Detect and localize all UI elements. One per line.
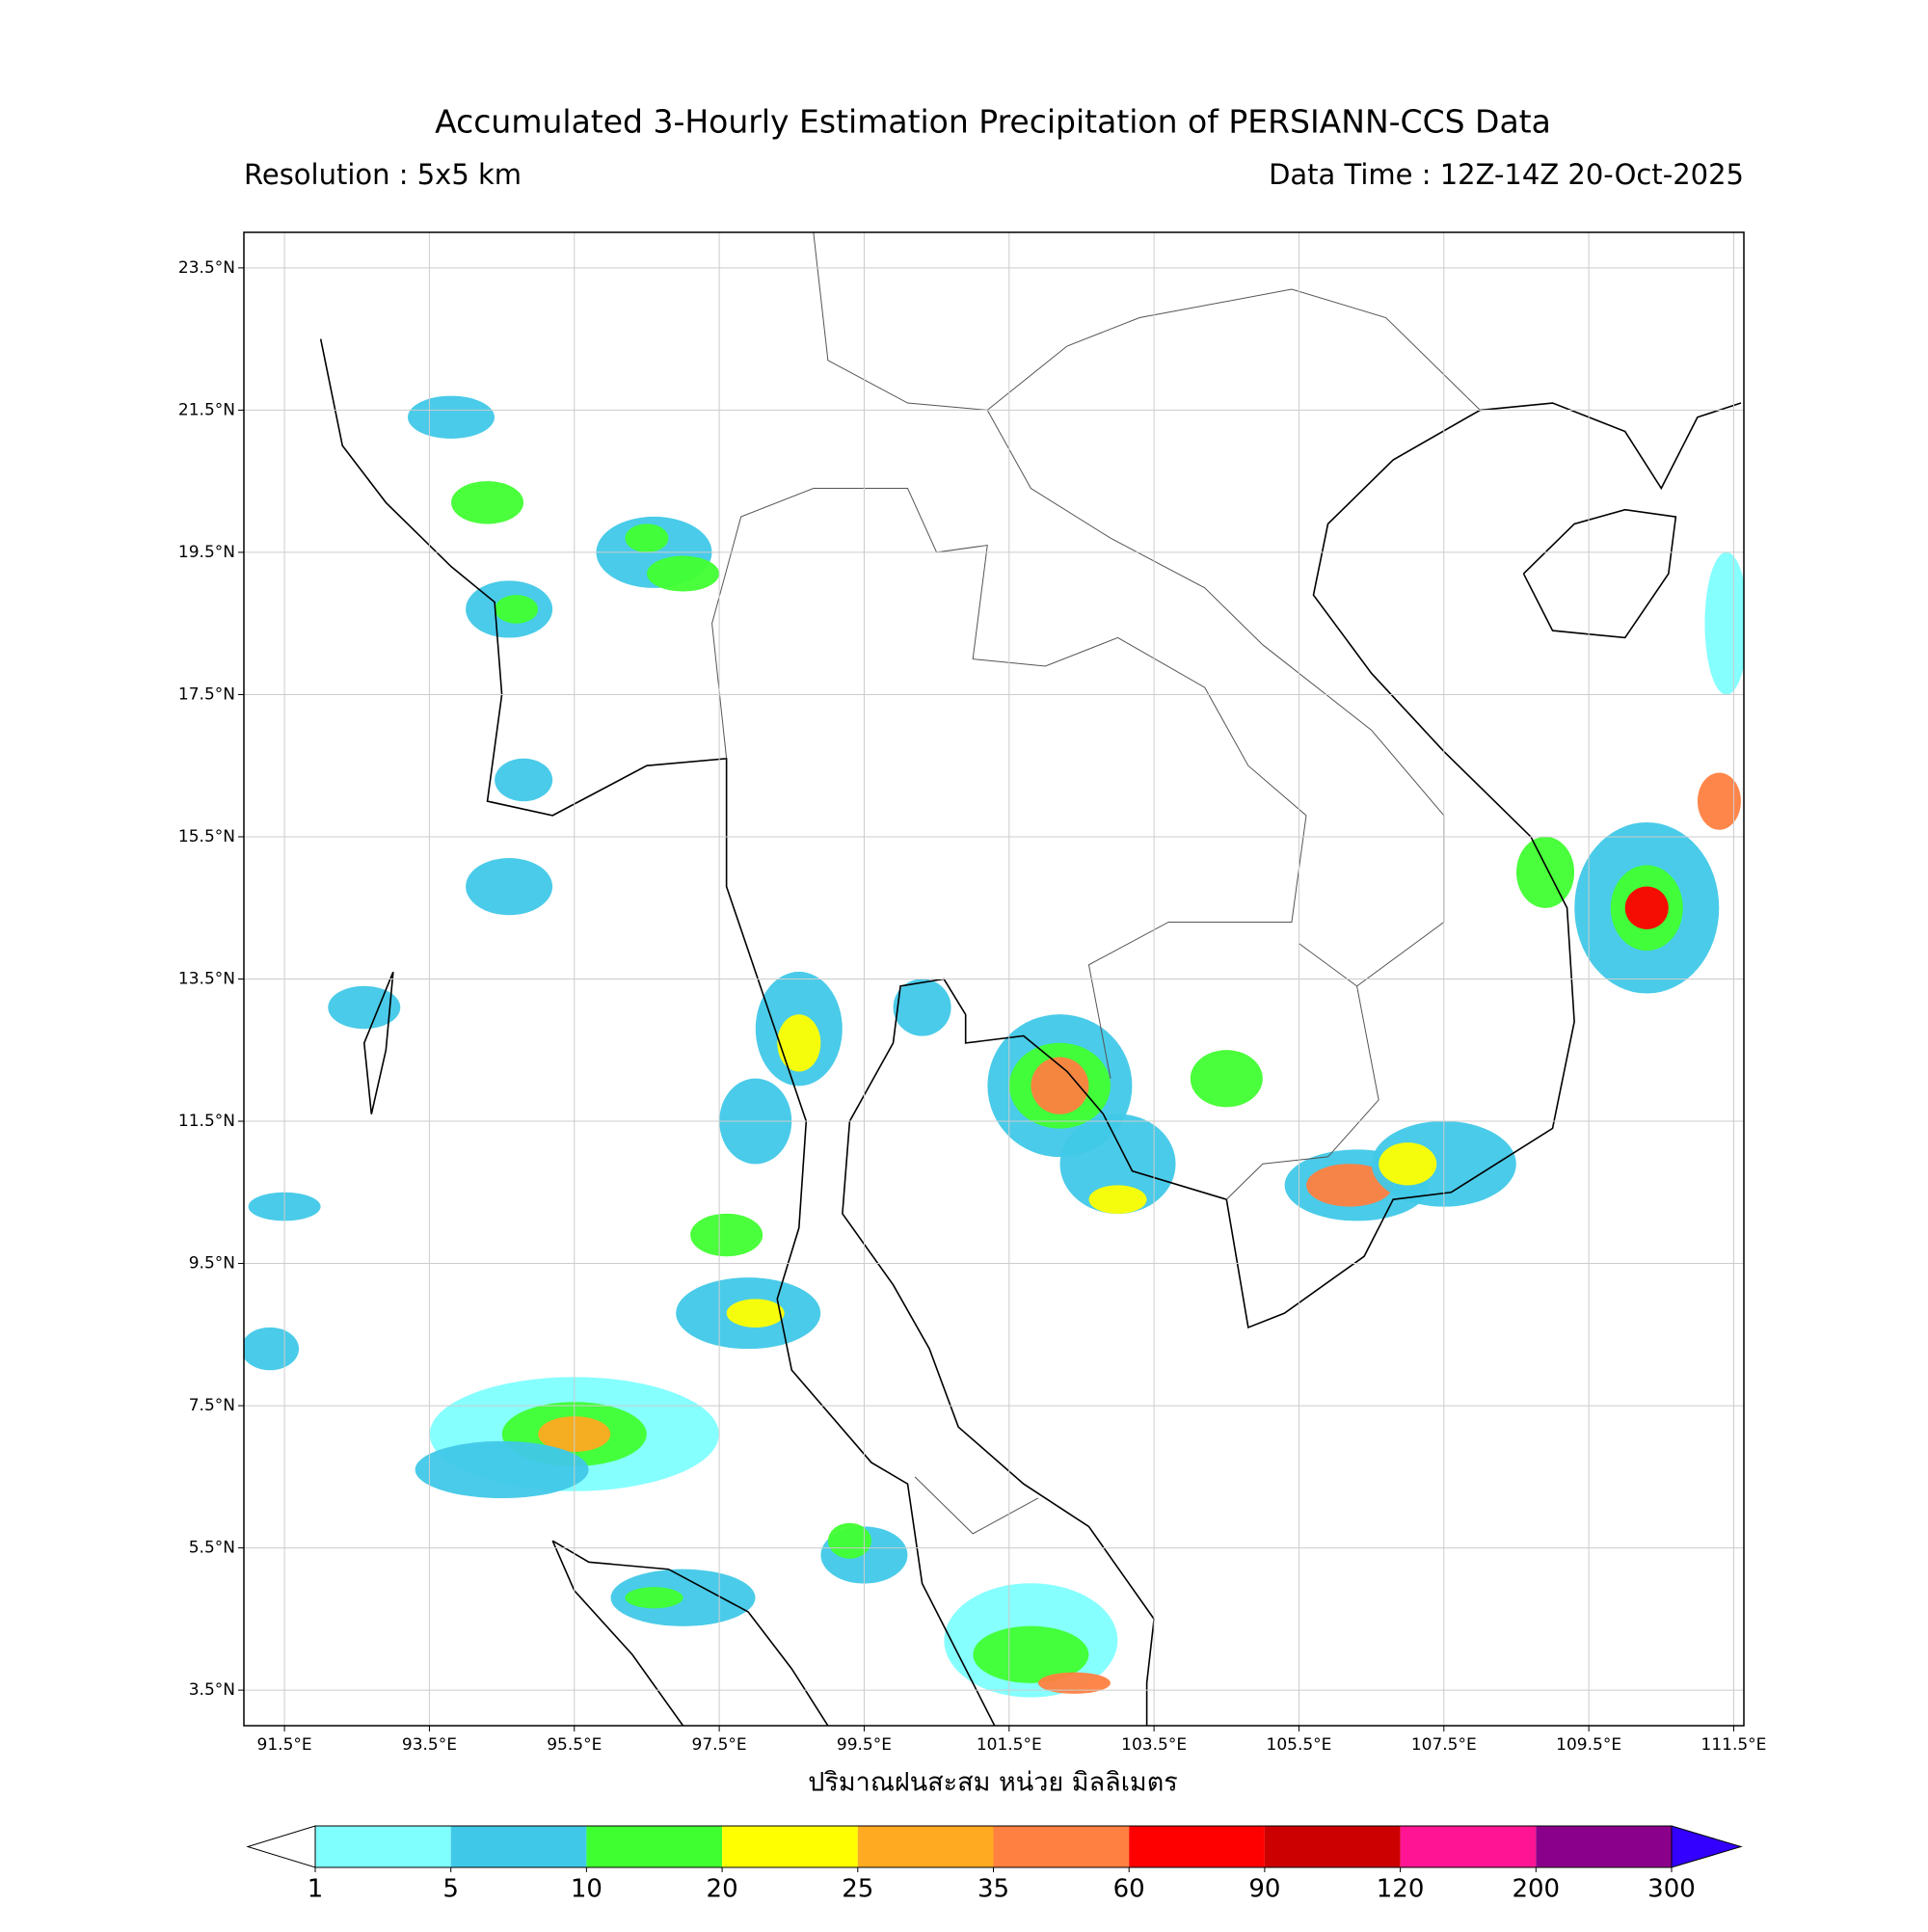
colorbar-segment <box>1264 1826 1401 1867</box>
plot-area: 91.5°E 93.5°E 95.5°E 97.5°E 99.5°E 101.5°E 103… <box>178 231 1767 1755</box>
colorbar-tick-label: 60 <box>1113 1875 1145 1904</box>
colorbar: 1 5 10 20 25 35 60 90 120 200 300 <box>246 1825 1743 1904</box>
x-tick-label: 105.5°E <box>1267 1735 1332 1755</box>
colorbar-tick-label: 90 <box>1248 1875 1280 1904</box>
y-tick-label: 3.5°N <box>189 1680 235 1700</box>
rain-area <box>777 1014 821 1072</box>
rain-area <box>625 523 669 552</box>
coastline <box>1522 508 1677 639</box>
rain-area <box>1088 1185 1147 1214</box>
y-tick-label: 17.5°N <box>178 684 235 704</box>
rain-area <box>244 1327 300 1371</box>
rain-area <box>1697 772 1741 830</box>
axes-frame <box>243 231 1745 1727</box>
rain-area <box>973 1625 1089 1683</box>
y-tick-label: 15.5°N <box>178 827 235 846</box>
coastline <box>362 971 394 1114</box>
subtitle-right: Data Time : 12Z-14Z 20-Oct-2025 <box>1269 158 1744 191</box>
y-tick-label: 21.5°N <box>178 400 235 419</box>
rain-area <box>1379 1142 1437 1186</box>
colorbar-segment <box>1129 1826 1265 1867</box>
colorbar-tick-label: 35 <box>977 1875 1009 1904</box>
x-tick-label: 103.5°E <box>1121 1735 1187 1755</box>
colorbar-segment <box>450 1826 587 1867</box>
colorbar-tick-label: 120 <box>1377 1875 1425 1904</box>
rain-area <box>466 858 553 916</box>
coastline <box>319 338 996 1726</box>
border <box>711 488 1307 1079</box>
rain-area <box>1031 1057 1089 1114</box>
x-tick-label: 95.5°E <box>547 1735 602 1755</box>
x-tick-label: 101.5°E <box>977 1735 1042 1755</box>
colorbar-segment <box>1536 1826 1672 1867</box>
colorbar-tick-label: 25 <box>842 1875 873 1904</box>
rain-area <box>1306 1164 1394 1207</box>
colorbar-extend-low <box>246 1825 316 1868</box>
rain-area <box>1059 1114 1176 1215</box>
rain-area <box>451 481 524 524</box>
rain-area <box>495 758 553 802</box>
rain-area <box>495 595 539 624</box>
y-tick-label: 19.5°N <box>178 543 235 562</box>
x-tick-label: 97.5°E <box>692 1735 747 1755</box>
colorbar-segment <box>722 1826 858 1867</box>
rain-area <box>625 1587 683 1609</box>
rain-area <box>1190 1050 1263 1108</box>
colorbar-segment <box>586 1826 723 1867</box>
x-tick-label: 91.5°E <box>257 1735 312 1755</box>
coastline <box>842 402 1742 1726</box>
colorbar-segment <box>1400 1826 1537 1867</box>
rain-area <box>415 1440 589 1499</box>
border <box>813 232 1481 411</box>
x-axis-label: ปริมาณฝนสะสม หน่วย มิลลิเมตร <box>808 1768 1178 1798</box>
x-tick-label: 107.5°E <box>1411 1735 1477 1755</box>
colorbar-tick-label: 5 <box>442 1875 459 1904</box>
rain-area <box>407 395 495 439</box>
x-tick-label: 111.5°E <box>1701 1735 1767 1755</box>
colorbar-segment <box>993 1826 1130 1867</box>
y-tick-label: 9.5°N <box>189 1254 235 1274</box>
y-tick-label: 11.5°N <box>178 1112 235 1131</box>
coastline <box>551 1540 829 1726</box>
colorbar-tick-label: 200 <box>1512 1875 1560 1904</box>
colorbar-extend-high <box>1671 1825 1743 1868</box>
rain-area <box>1704 551 1744 695</box>
y-tick-label: 5.5°N <box>189 1539 235 1558</box>
y-tick-label: 23.5°N <box>178 258 235 278</box>
colorbar-tick-label: 300 <box>1647 1875 1696 1904</box>
rain-area <box>893 979 951 1036</box>
rain-area <box>726 1299 785 1328</box>
colorbar-segment <box>315 1826 451 1867</box>
y-tick-label: 7.5°N <box>189 1396 235 1415</box>
colorbar-tick-label: 10 <box>571 1875 602 1904</box>
x-tick-label: 93.5°E <box>402 1735 457 1755</box>
rain-area <box>647 555 720 592</box>
title: Accumulated 3-Hourly Estimation Precipit… <box>435 103 1551 141</box>
colorbar-tick-label: 20 <box>707 1875 738 1904</box>
rain-area <box>1516 836 1575 908</box>
border <box>986 410 1445 987</box>
colorbar-segment <box>857 1826 994 1867</box>
rain-area <box>1624 886 1669 929</box>
border <box>914 1476 1039 1535</box>
rain-area <box>1037 1672 1111 1694</box>
y-tick-label: 13.5°N <box>178 970 235 989</box>
colorbar-tick-label: 1 <box>308 1875 324 1904</box>
subtitle-left: Resolution : 5x5 km <box>244 158 522 191</box>
x-tick-label: 109.5°E <box>1556 1735 1621 1755</box>
map-layer <box>244 232 1744 1726</box>
rain-area <box>690 1213 763 1257</box>
rain-area <box>827 1522 871 1559</box>
x-tick-label: 99.5°E <box>837 1735 892 1755</box>
